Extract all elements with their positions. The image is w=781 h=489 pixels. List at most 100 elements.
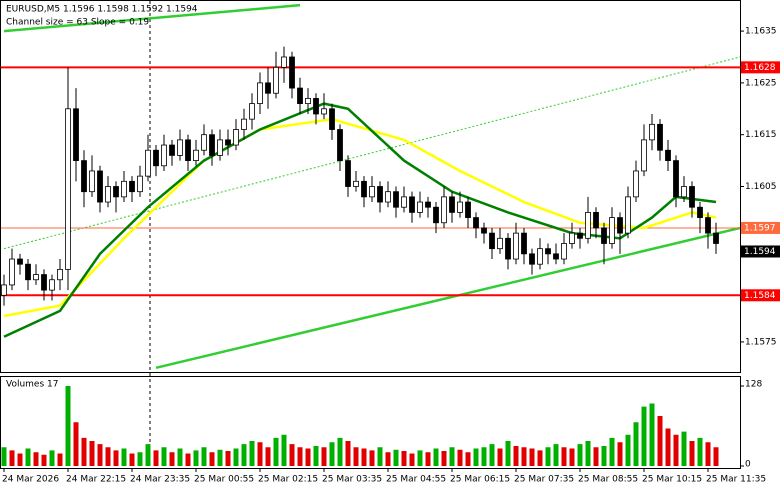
candle-body bbox=[345, 160, 351, 187]
y-tick-label: 1.1605 bbox=[745, 182, 777, 192]
candle-body bbox=[297, 87, 303, 105]
candle-body bbox=[393, 191, 399, 208]
candle-body bbox=[617, 217, 623, 234]
volume-bar bbox=[681, 431, 687, 466]
volume-bar bbox=[337, 437, 343, 466]
candle-body bbox=[265, 82, 271, 94]
candle-body bbox=[97, 170, 103, 203]
volume-bar bbox=[385, 452, 391, 466]
candle-body bbox=[465, 201, 471, 218]
candle-body bbox=[457, 201, 463, 213]
volume-bar bbox=[289, 444, 295, 466]
candle-body bbox=[49, 279, 55, 291]
candle-body bbox=[185, 139, 191, 161]
volume-bar bbox=[537, 450, 543, 466]
candle-body bbox=[537, 248, 543, 265]
volume-bar bbox=[609, 437, 615, 466]
trendline bbox=[3, 56, 740, 250]
candle-body bbox=[641, 139, 647, 172]
candle-body bbox=[177, 139, 183, 156]
candle-body bbox=[233, 129, 239, 146]
volume-bar bbox=[689, 441, 695, 466]
candle-body bbox=[289, 56, 295, 89]
volume-bar bbox=[449, 447, 455, 466]
volume-panel bbox=[0, 376, 741, 469]
candle-body bbox=[561, 243, 567, 260]
candle-body bbox=[681, 186, 687, 198]
volume-bar bbox=[713, 447, 719, 466]
chart-title: EURUSD,M5 1.1596 1.1598 1.1592 1.1594 bbox=[6, 5, 198, 15]
volume-bar bbox=[249, 441, 255, 466]
volume-bar bbox=[49, 450, 55, 466]
volume-bar bbox=[697, 437, 703, 466]
volume-bar bbox=[297, 447, 303, 466]
candle-body bbox=[305, 98, 311, 105]
volume-bar bbox=[129, 453, 135, 466]
candle-body bbox=[377, 186, 383, 203]
candle-body bbox=[505, 237, 511, 260]
candle-body bbox=[337, 129, 343, 161]
x-tick-label: 25 Mar 04:55 bbox=[386, 475, 446, 485]
candle-body bbox=[121, 180, 127, 198]
volume-bar bbox=[329, 442, 335, 466]
candle-body bbox=[193, 149, 199, 161]
candle-body bbox=[361, 180, 367, 198]
y-tick-label: 1.1575 bbox=[745, 337, 777, 347]
volume-tick-label: 128 bbox=[745, 380, 762, 390]
candle-body bbox=[713, 232, 719, 244]
volume-bar bbox=[665, 428, 671, 466]
volume-bar bbox=[489, 444, 495, 466]
candle-body bbox=[73, 108, 79, 161]
volume-bar bbox=[649, 403, 655, 466]
volume-bar bbox=[577, 444, 583, 466]
y-tick-label: 1.1615 bbox=[745, 130, 777, 140]
candle-body bbox=[569, 232, 575, 244]
candle-body bbox=[633, 170, 639, 198]
volume-bar bbox=[281, 434, 287, 466]
candle-body bbox=[241, 118, 247, 130]
volume-bar bbox=[585, 441, 591, 466]
candle-body bbox=[41, 274, 47, 291]
volume-bar bbox=[65, 386, 71, 466]
candle-body bbox=[257, 82, 263, 105]
volume-bar bbox=[601, 446, 607, 466]
volume-tick-label: 0 bbox=[745, 460, 751, 470]
candle-body bbox=[113, 186, 119, 198]
volume-bar bbox=[273, 437, 279, 466]
y-tick-label: 1.1625 bbox=[745, 78, 777, 88]
candle-body bbox=[577, 232, 583, 239]
level-label-box bbox=[741, 289, 780, 302]
candle-body bbox=[521, 232, 527, 255]
volume-bar bbox=[369, 450, 375, 466]
candle-body bbox=[513, 232, 519, 260]
candle-body bbox=[441, 196, 447, 224]
volume-bar bbox=[145, 444, 151, 466]
level-label: 1.1584 bbox=[744, 291, 776, 301]
volume-bar bbox=[177, 448, 183, 466]
x-tick-label: 24 Mar 2026 bbox=[2, 475, 59, 485]
moving-average bbox=[3, 117, 717, 318]
x-tick-label: 25 Mar 10:15 bbox=[642, 475, 702, 485]
candle-body bbox=[545, 248, 551, 255]
volume-bar bbox=[417, 450, 423, 466]
volume-bar bbox=[153, 450, 159, 466]
candle-body bbox=[129, 180, 135, 193]
volume-bar bbox=[457, 449, 463, 466]
volume-bar bbox=[401, 451, 407, 466]
volume-bar bbox=[353, 447, 359, 466]
candle-body bbox=[25, 263, 31, 281]
candle-body bbox=[417, 201, 423, 213]
x-tick-label: 25 Mar 08:55 bbox=[578, 475, 638, 485]
candle-body bbox=[601, 227, 607, 244]
volume-bar bbox=[505, 441, 511, 466]
price-marks bbox=[1, 3, 740, 370]
level-label-box bbox=[741, 61, 780, 74]
volume-bar bbox=[705, 442, 711, 466]
candle-body bbox=[169, 144, 175, 156]
volume-bar bbox=[105, 447, 111, 466]
volume-bar bbox=[625, 434, 631, 466]
candle-body bbox=[409, 196, 415, 213]
candle-body bbox=[433, 206, 439, 224]
volume-bar bbox=[225, 451, 231, 466]
